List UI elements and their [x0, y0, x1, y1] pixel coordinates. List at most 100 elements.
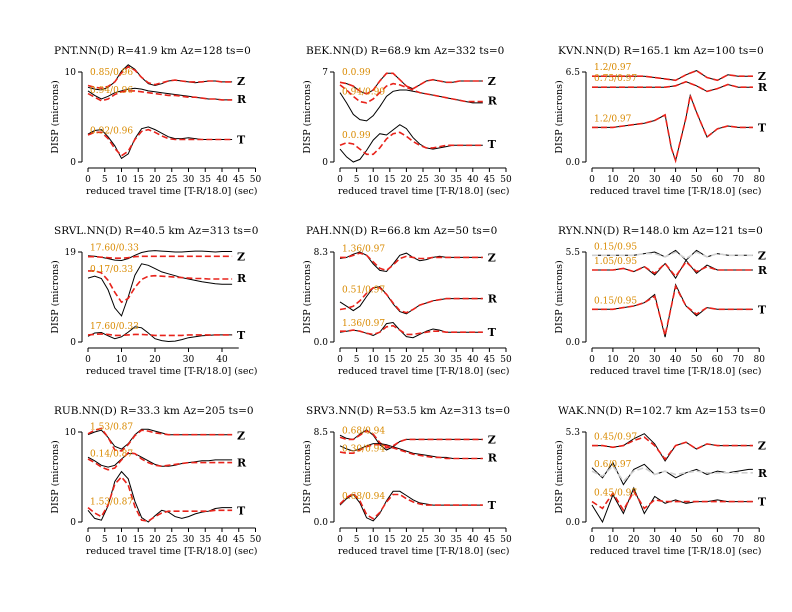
x-tick-label: 0: [85, 535, 91, 545]
x-tick-label: 30: [183, 175, 195, 185]
component-label-r: R: [758, 467, 768, 480]
synthetic-trace-r: [87, 90, 233, 102]
panel-1: PNT.NN(D) R=41.9 km Az=128 ts=0 0 5 10 15 20 2…: [50, 45, 261, 197]
x-tick-label: 45: [484, 175, 496, 185]
x-tick-label: 10: [607, 175, 619, 185]
panel-title: SRV3.NN(D) R=53.5 km Az=313 ts=0: [306, 405, 510, 417]
synthetic-trace-z: [592, 251, 753, 260]
x-tick-label: 0: [337, 175, 343, 185]
x-tick-label: 60: [712, 535, 724, 545]
synthetic-trace-z: [592, 69, 753, 82]
x-tick-label: 35: [450, 535, 462, 545]
component-label-r: R: [237, 457, 247, 470]
fit-annotation-r: 0.17/0.33: [90, 265, 133, 275]
x-tick-label: 20: [401, 175, 413, 185]
x-tick-label: 15: [384, 175, 396, 185]
fit-annotation-t: 0.15/0.95: [594, 296, 637, 306]
fit-annotation-t: 0.68/0.94: [342, 492, 385, 502]
fit-annotation-z: 0.45/0.97: [594, 433, 637, 443]
x-tick-label: 20: [401, 535, 413, 545]
x-tick-label: 25: [417, 535, 429, 545]
synthetic-trace-r: [339, 82, 483, 104]
x-tick-label: 45: [484, 535, 496, 545]
x-tick-label: 50: [250, 535, 262, 545]
panel-8: SRV3.NN(D) R=53.5 km Az=313 ts=0 0 5 10 15 20…: [302, 405, 512, 557]
x-tick-label: 45: [233, 535, 245, 545]
x-tick-label: 15: [384, 535, 396, 545]
fit-annotation-r: 0.30/0.94: [342, 444, 385, 454]
x-tick-label: 80: [753, 175, 765, 185]
y-tick-label: 0.0: [566, 158, 581, 168]
synthetic-trace-r: [592, 260, 753, 278]
component-label-t: T: [758, 303, 767, 316]
fit-annotation-z: 0.0.99: [342, 68, 371, 78]
fit-annotation-t: 1.36/0.97: [342, 319, 385, 329]
observed-trace-r: [87, 263, 233, 317]
x-tick-label: 40: [467, 535, 479, 545]
x-tick-label: 0: [337, 535, 343, 545]
observed-trace-t: [592, 283, 753, 338]
y-axis-label: DISP (microns): [50, 260, 61, 333]
fit-annotation-r: 0.51/0.97: [342, 286, 385, 296]
x-tick-label: 10: [367, 535, 379, 545]
component-label-z: Z: [488, 75, 496, 88]
x-tick-label: 0: [589, 175, 595, 185]
fit-annotation-r: 0.6/0.97: [594, 460, 632, 470]
x-tick-label: 10: [607, 355, 619, 365]
observed-trace-r: [87, 453, 233, 468]
x-tick-label: 20: [149, 535, 161, 545]
observed-trace-r: [339, 443, 483, 459]
synthetic-trace-z: [339, 72, 483, 95]
x-tick-label: 30: [183, 535, 195, 545]
x-tick-label: 30: [434, 175, 446, 185]
x-tick-label: 70: [733, 535, 745, 545]
fit-annotation-z: 1.53/0.87: [90, 423, 133, 433]
x-tick-label: 35: [200, 175, 212, 185]
x-tick-label: 50: [500, 535, 512, 545]
synthetic-trace-t: [339, 131, 483, 156]
x-tick-label: 45: [484, 355, 496, 365]
y-tick-label: 8.3: [314, 248, 329, 258]
x-tick-label: 40: [670, 175, 682, 185]
y-axis-label: DISP (microns): [302, 260, 313, 333]
x-tick-label: 40: [467, 355, 479, 365]
x-tick-label: 40: [216, 355, 228, 365]
synthetic-trace-t: [340, 324, 483, 336]
x-tick-label: 20: [149, 175, 161, 185]
y-axis-label: DISP (microns): [50, 80, 61, 153]
synthetic-trace-r: [591, 464, 753, 483]
x-tick-label: 20: [401, 355, 413, 365]
synthetic-trace-r: [87, 451, 233, 471]
component-label-r: R: [488, 293, 498, 306]
x-tick-label: 10: [116, 175, 128, 185]
fit-annotation-z: 0.15/0.95: [594, 242, 637, 252]
x-tick-label: 45: [233, 175, 245, 185]
fit-annotation-r: 0.94/0.96: [90, 86, 133, 96]
panel-title: RYN.NN(D) R=148.0 km Az=121 ts=0: [558, 225, 763, 237]
panel-title: PNT.NN(D) R=41.9 km Az=128 ts=0: [54, 45, 251, 57]
x-tick-label: 25: [166, 175, 178, 185]
x-tick-label: 50: [691, 355, 703, 365]
y-tick-label: 0.0: [566, 518, 581, 528]
x-tick-label: 5: [102, 535, 108, 545]
x-tick-label: 40: [670, 535, 682, 545]
synthetic-trace-z: [592, 436, 753, 461]
component-label-t: T: [488, 499, 497, 512]
component-label-r: R: [758, 264, 768, 277]
x-axis-label: reduced travel time [T-R/18.0] (sec): [86, 546, 257, 557]
x-tick-label: 5: [102, 175, 108, 185]
panel-title: RUB.NN(D) R=33.3 km Az=205 ts=0: [54, 405, 254, 417]
component-label-t: T: [758, 121, 767, 134]
fit-annotation-t: 1.2/0.97: [594, 114, 632, 124]
component-label-z: Z: [758, 70, 766, 83]
x-tick-label: 15: [384, 355, 396, 365]
component-label-r: R: [237, 93, 247, 106]
synthetic-trace-r: [339, 286, 483, 314]
x-tick-label: 80: [753, 355, 765, 365]
synthetic-trace-t: [87, 128, 233, 157]
panel-4: SRVL.NN(D) R=40.5 km Az=313 ts=0 0 10 20 30 4…: [50, 225, 258, 377]
x-tick-label: 80: [753, 535, 765, 545]
x-tick-label: 25: [417, 355, 429, 365]
y-axis-label: DISP (microns): [554, 260, 565, 333]
x-axis-label: reduced travel time [T-R/18.0] (sec): [590, 546, 761, 557]
